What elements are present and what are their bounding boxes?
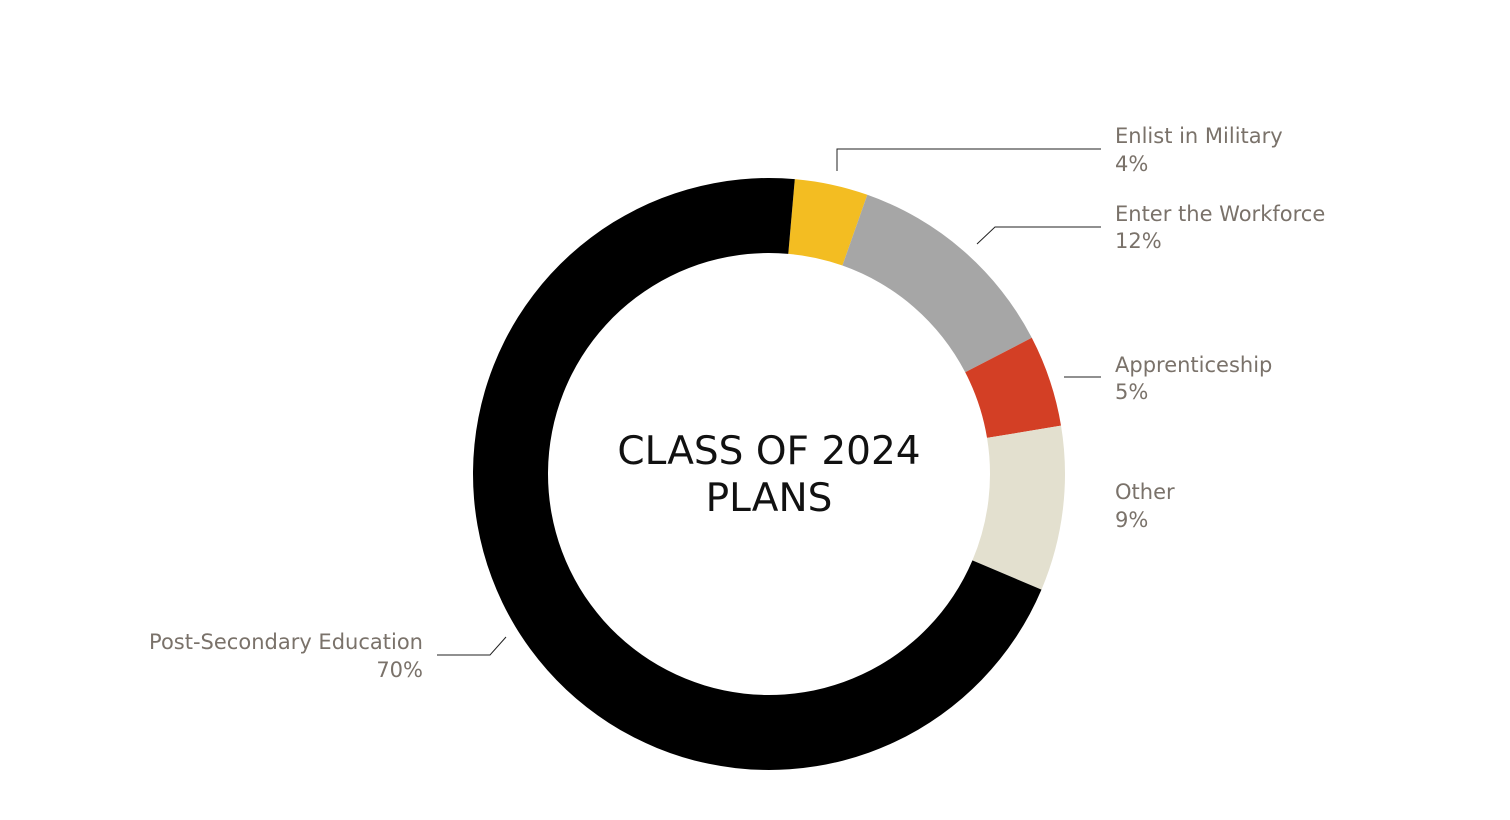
slice-value-apprenticeship: 5% (1115, 380, 1148, 404)
donut-slices (473, 178, 1066, 770)
slice-label-other: Other (1115, 480, 1175, 504)
slice-label-apprenticeship: Apprenticeship (1115, 353, 1272, 377)
leader-lines (437, 148, 1101, 656)
slice-value-other: 9% (1115, 508, 1148, 532)
chart-title-line-1: CLASS OF 2024 (617, 429, 920, 474)
chart-title-line-2: PLANS (706, 476, 833, 521)
slice-label-post-secondary-education: Post-Secondary Education (149, 630, 423, 654)
slice-value-enlist-in-military: 4% (1115, 152, 1148, 176)
slice-labels: Enlist in Military 4% Enter the Workforce 1… (149, 124, 1325, 682)
slice-enlist-in-military (788, 179, 868, 266)
slice-enter-the-workforce (842, 194, 1032, 373)
leader-line-enlist-in-military (836, 148, 1101, 171)
slice-value-enter-the-workforce: 12% (1115, 229, 1162, 253)
leader-line-enter-the-workforce (976, 226, 1101, 245)
slice-value-post-secondary-education: 70% (376, 658, 423, 682)
leader-line-post-secondary-education (437, 636, 507, 656)
slice-apprenticeship (965, 337, 1062, 438)
slice-other (972, 425, 1066, 590)
slice-label-enlist-in-military: Enlist in Military (1115, 124, 1283, 148)
slice-label-enter-the-workforce: Enter the Workforce (1115, 202, 1325, 226)
